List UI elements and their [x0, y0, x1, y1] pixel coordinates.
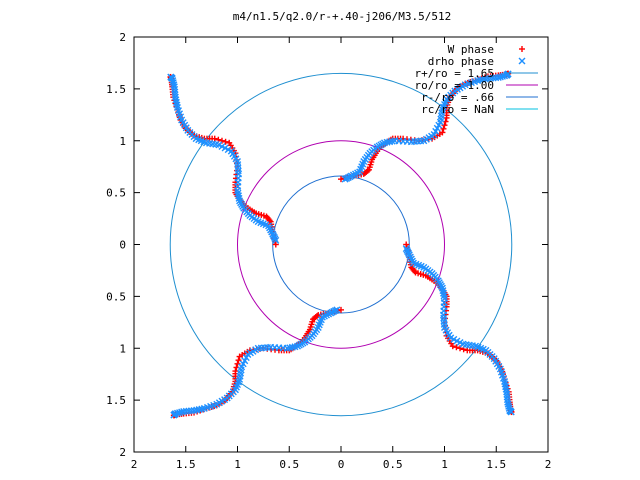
x-tick-label: 2: [131, 458, 138, 471]
legend-label: r-/ro = .66: [421, 91, 494, 104]
x-tick-label: 1.5: [176, 458, 196, 471]
drho-phase-point: [504, 70, 512, 78]
legend-label: ro/ro = 1.00: [415, 79, 494, 92]
y-tick-label: 1.5: [106, 83, 126, 96]
w-phase-point: [236, 353, 243, 360]
y-tick-label: 1: [119, 135, 126, 148]
drho-phase-point: [170, 411, 178, 419]
legend-label: W phase: [448, 43, 494, 56]
legend-label: drho phase: [428, 55, 494, 68]
w-phase-point: [439, 129, 446, 136]
w-phase-point: [264, 214, 271, 221]
y-tick-label: 0.5: [106, 290, 126, 303]
x-tick-label: 1.5: [486, 458, 506, 471]
reference-circle: [237, 140, 445, 349]
y-tick-label: 1: [119, 342, 126, 355]
w-phase-point: [403, 241, 410, 248]
w-phase-point: [311, 315, 318, 322]
w-phase-point: [338, 176, 344, 183]
drho-phase-point: [507, 408, 515, 416]
w-phase-point: [218, 137, 225, 144]
w-phase-point: [411, 268, 418, 275]
x-tick-label: 0: [338, 458, 345, 471]
reference-circle: [272, 175, 410, 314]
w-phase-point: [272, 241, 279, 248]
w-phase-point: [234, 360, 241, 367]
w-phase-point: [235, 357, 242, 364]
legend-label: r+/ro = 1.65: [415, 67, 494, 80]
y-tick-label: 1.5: [106, 394, 126, 407]
w-phase-point: [440, 125, 447, 132]
w-phase-point: [364, 167, 371, 174]
x-tick-label: 0.5: [383, 458, 403, 471]
reference-circles: [169, 72, 513, 417]
y-tick-label: 2: [119, 31, 126, 44]
legend-label: rc/ro = NaN: [421, 103, 494, 116]
drho-phase-point: [167, 73, 175, 81]
w-phase-point: [222, 138, 229, 145]
y-tick-label: 0.5: [106, 187, 126, 200]
chart-title: m4/n1.5/q2.0/r-+.40-j206/M3.5/512: [233, 10, 452, 23]
reference-circle: [169, 72, 513, 417]
legend-swatch: [518, 57, 526, 65]
x-tick-label: 1: [441, 458, 448, 471]
legend-swatch: [519, 46, 525, 52]
data-marks: [167, 70, 515, 419]
w-phase-point: [453, 344, 460, 351]
w-phase-point: [226, 139, 233, 146]
w-phase-point: [441, 122, 448, 129]
w-phase-point: [457, 345, 464, 352]
y-tick-label: 2: [119, 446, 126, 459]
x-tick-label: 0.5: [279, 458, 299, 471]
axis-ticks: 2 1.5 1 0.5 0 0.5 1 1.5 221.510.500.511.52: [106, 31, 551, 471]
x-tick-label: 2: [545, 458, 552, 471]
w-phase-point: [449, 343, 456, 350]
y-tick-label: 0: [119, 239, 126, 252]
x-tick-label: 1: [234, 458, 241, 471]
w-phase-point: [338, 306, 344, 313]
